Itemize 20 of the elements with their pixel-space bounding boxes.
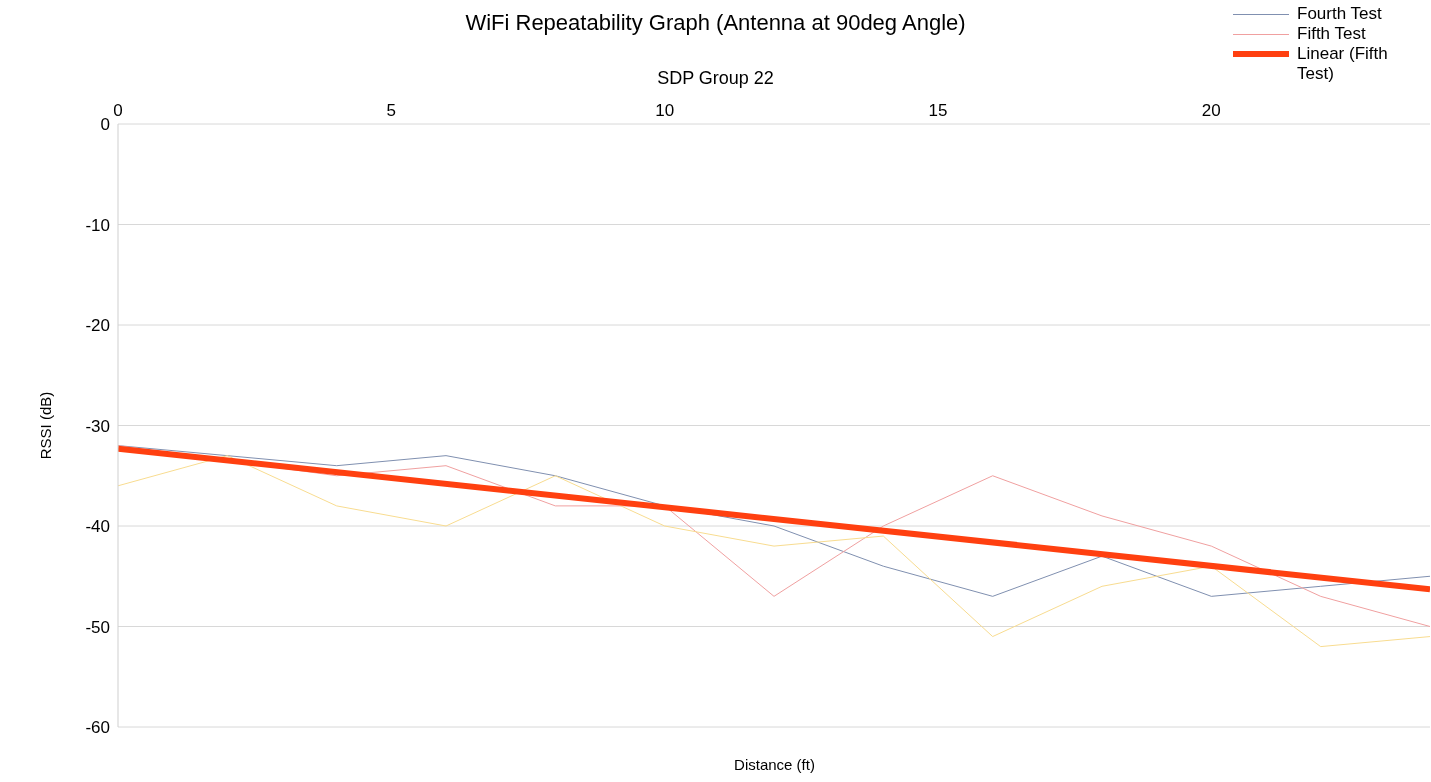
x-tick-label: 0 — [113, 101, 123, 120]
chart-title: WiFi Repeatability Graph (Antenna at 90deg Angle) — [465, 10, 966, 35]
y-tick-label: -50 — [85, 617, 110, 637]
y-tick-label: -20 — [85, 316, 110, 336]
x-axis-title: Distance (ft) — [733, 756, 816, 773]
legend-label: Fourth Test — [1297, 4, 1383, 24]
x-tick-label: 5 — [386, 101, 397, 120]
x-tick-label: 10 — [655, 101, 675, 120]
y-tick-label: -60 — [85, 718, 110, 738]
y-axis-title: RSSI (dB) — [37, 391, 55, 460]
chart-subtitle: SDP Group 22 — [657, 68, 774, 88]
legend-label: Fifth Test — [1297, 24, 1367, 44]
line-series — [118, 455, 1430, 648]
y-tick-label: -10 — [85, 215, 110, 235]
y-tick-label: 0 — [100, 115, 110, 135]
x-tick-label: 15 — [928, 101, 948, 120]
x-tick-label: 20 — [1201, 101, 1221, 120]
legend-label: Linear (Fifth Test) — [1297, 44, 1389, 84]
y-tick-label: -30 — [85, 416, 110, 436]
y-tick-label: -40 — [85, 517, 110, 537]
